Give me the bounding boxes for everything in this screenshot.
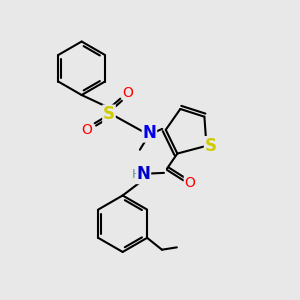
Text: S: S: [103, 105, 115, 123]
Text: N: N: [142, 124, 156, 142]
Text: S: S: [205, 137, 217, 155]
Text: O: O: [123, 85, 134, 100]
Text: O: O: [184, 176, 195, 190]
Text: N: N: [136, 165, 150, 183]
Text: O: O: [81, 123, 92, 137]
Text: H: H: [132, 168, 142, 181]
